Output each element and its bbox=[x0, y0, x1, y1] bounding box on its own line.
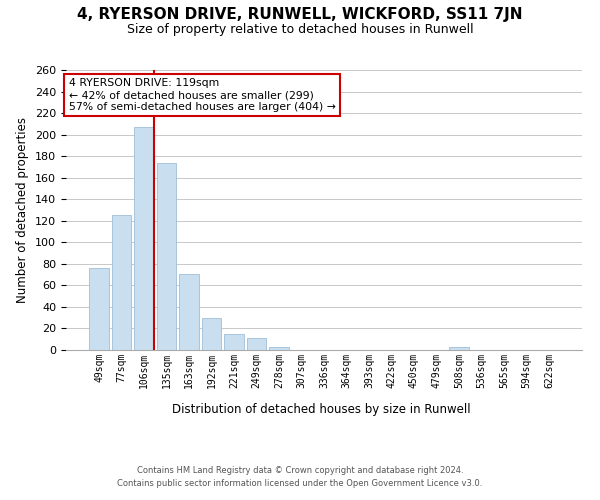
Bar bbox=[112, 216, 131, 350]
Bar bbox=[202, 318, 221, 350]
Bar bbox=[269, 347, 289, 350]
Bar bbox=[89, 268, 109, 350]
Y-axis label: Number of detached properties: Number of detached properties bbox=[16, 117, 29, 303]
Text: Size of property relative to detached houses in Runwell: Size of property relative to detached ho… bbox=[127, 22, 473, 36]
Bar bbox=[224, 334, 244, 350]
Bar bbox=[449, 347, 469, 350]
Bar bbox=[134, 127, 154, 350]
Text: 4, RYERSON DRIVE, RUNWELL, WICKFORD, SS11 7JN: 4, RYERSON DRIVE, RUNWELL, WICKFORD, SS1… bbox=[77, 8, 523, 22]
Text: Distribution of detached houses by size in Runwell: Distribution of detached houses by size … bbox=[172, 402, 470, 415]
Text: 4 RYERSON DRIVE: 119sqm
← 42% of detached houses are smaller (299)
57% of semi-d: 4 RYERSON DRIVE: 119sqm ← 42% of detache… bbox=[68, 78, 335, 112]
Bar bbox=[179, 274, 199, 350]
Bar bbox=[247, 338, 266, 350]
Bar bbox=[157, 162, 176, 350]
Text: Contains HM Land Registry data © Crown copyright and database right 2024.
Contai: Contains HM Land Registry data © Crown c… bbox=[118, 466, 482, 487]
